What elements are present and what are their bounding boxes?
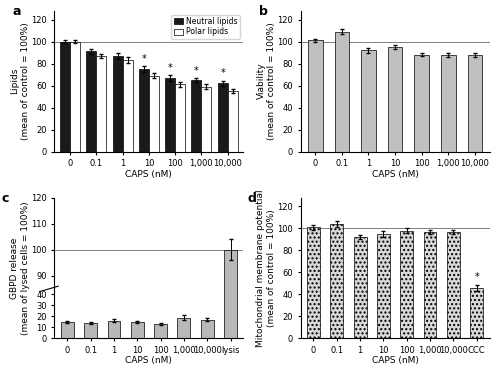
Bar xyxy=(447,232,460,338)
Bar xyxy=(131,322,144,338)
Bar xyxy=(175,85,185,151)
Bar xyxy=(165,78,175,151)
Bar xyxy=(191,80,201,151)
Bar xyxy=(61,322,74,338)
Bar xyxy=(154,324,167,338)
Bar xyxy=(123,60,132,151)
Bar xyxy=(228,91,238,151)
Y-axis label: GBPD release
(mean of lysed cells = 100%): GBPD release (mean of lysed cells = 100%… xyxy=(10,201,30,335)
X-axis label: CAPS (nM): CAPS (nM) xyxy=(125,357,173,365)
Bar xyxy=(178,318,190,338)
X-axis label: CAPS (nM): CAPS (nM) xyxy=(372,170,419,178)
Bar xyxy=(330,224,343,338)
Bar xyxy=(84,323,97,338)
Bar xyxy=(86,52,96,151)
Y-axis label: Viability
(mean of control = 100%): Viability (mean of control = 100%) xyxy=(256,22,276,140)
Text: *: * xyxy=(194,66,199,76)
Bar xyxy=(308,40,322,151)
Bar xyxy=(149,76,159,151)
Text: *: * xyxy=(474,272,479,282)
Bar xyxy=(377,234,390,338)
Bar xyxy=(307,227,320,338)
Text: *: * xyxy=(220,68,225,78)
Legend: Neutral lipids, Polar lipids: Neutral lipids, Polar lipids xyxy=(171,14,240,39)
Text: *: * xyxy=(141,53,146,63)
X-axis label: CAPS (nM): CAPS (nM) xyxy=(372,357,419,365)
Bar xyxy=(201,320,214,338)
Y-axis label: Lipids
(mean of control = 100%): Lipids (mean of control = 100%) xyxy=(10,22,30,140)
Bar xyxy=(354,237,367,338)
Bar xyxy=(113,56,123,151)
Text: *: * xyxy=(168,63,173,73)
Bar xyxy=(224,250,237,338)
Bar xyxy=(96,56,107,151)
X-axis label: CAPS (nM): CAPS (nM) xyxy=(125,170,173,178)
Bar xyxy=(139,69,149,151)
Bar xyxy=(201,87,211,151)
Text: a: a xyxy=(13,5,21,18)
Bar xyxy=(424,232,436,338)
Bar xyxy=(470,288,483,338)
Bar xyxy=(400,231,413,338)
Bar xyxy=(388,47,402,151)
Text: c: c xyxy=(1,192,9,205)
Bar xyxy=(335,32,349,151)
Bar xyxy=(70,42,80,151)
Bar xyxy=(361,50,376,151)
Bar xyxy=(468,55,482,151)
Text: b: b xyxy=(259,5,268,18)
Bar xyxy=(108,321,121,338)
Bar xyxy=(441,55,456,151)
Bar xyxy=(218,83,228,151)
Bar xyxy=(414,55,429,151)
Text: d: d xyxy=(248,192,256,205)
Y-axis label: Mitochondrial membrane potential
(mean of control = 100%): Mitochondrial membrane potential (mean o… xyxy=(256,189,276,347)
Bar xyxy=(60,42,70,151)
